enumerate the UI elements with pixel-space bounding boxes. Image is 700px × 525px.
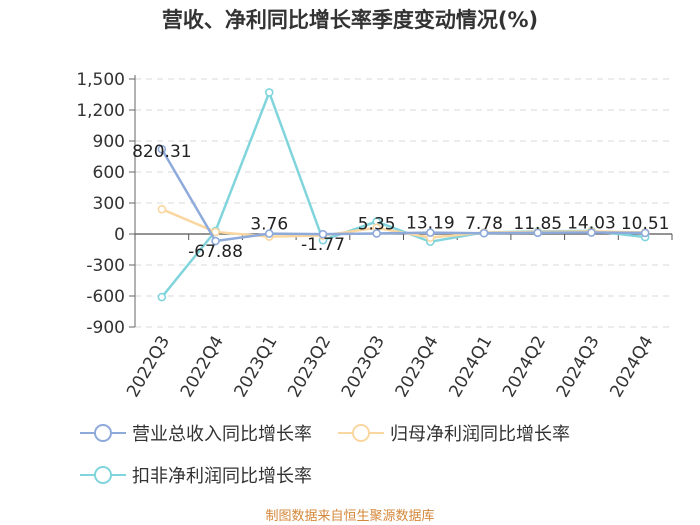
axes [129,75,673,328]
x-tick-label: 2023Q2 [284,333,335,401]
data-point [318,229,328,239]
data-point [479,228,489,238]
source-note: 制图数据来自恒生聚源数据库 [265,509,435,524]
data-point [587,228,596,237]
x-tick-label: 2024Q3 [553,333,604,401]
data-point [533,228,543,238]
series-lines [157,88,650,302]
data-point [211,236,220,246]
data-point [372,229,381,238]
x-tick-label: 2022Q3 [123,333,174,401]
data-label: 5.35 [358,214,396,234]
y-tick-label: -900 [86,318,125,338]
data-point [157,144,167,154]
data-point [264,88,274,97]
y-tick-label: 300 [93,194,125,214]
y-tick-label: 1,200 [76,101,125,121]
x-tick-label: 2024Q2 [499,333,550,401]
legend-item-deducted-profit[interactable]: 扣非净利润同比增长率 [80,462,312,488]
y-tick-label: 600 [93,163,125,183]
x-tick-label: 2024Q4 [606,333,657,401]
x-tick-label: 2024Q1 [445,333,496,401]
legend-label-revenue: 营业总收入同比增长率 [132,424,312,445]
data-label: 7.78 [465,214,503,234]
legend-item-net-profit[interactable]: 归母净利润同比增长率 [338,420,570,446]
x-tick-label: 2023Q3 [338,333,389,401]
x-tick-label: 2022Q4 [177,333,228,401]
grid-lines [135,78,672,328]
data-label: 820.31 [132,142,191,162]
data-point [640,228,650,238]
legend-label-deducted-profit: 扣非净利润同比增长率 [132,466,312,487]
legend-marker-revenue [80,424,126,442]
y-tick-label: 0 [114,225,125,245]
data-label: -67.88 [188,242,243,262]
legend: 营业总收入同比增长率 归母净利润同比增长率 扣非净利润同比增长率 [80,418,680,502]
x-tick-labels: 2022Q3 2022Q4 2023Q1 2023Q2 2023Q3 2023Q4 2024… [123,333,657,401]
chart-title: 营收、净利同比增长率季度变动情况(%) [161,8,539,32]
y-tick-label: 900 [93,132,125,152]
legend-item-revenue[interactable]: 营业总收入同比增长率 [80,420,312,446]
data-label: 11.85 [513,214,562,234]
data-label: 13.19 [406,214,455,234]
data-label: 10.51 [621,214,670,234]
y-tick-labels: 1,500 1,200 900 600 300 0 -300 -600 -900 [76,70,125,338]
y-tick-label: 1,500 [76,70,125,90]
series-line [160,148,646,243]
data-point [426,228,435,237]
y-tick-label: -300 [86,256,125,276]
x-tick-label: 2023Q1 [231,333,282,401]
data-label: 14.03 [567,214,616,234]
data-point [157,292,167,302]
y-tick-label: -600 [86,287,125,307]
x-tick-label: 2023Q4 [392,333,443,401]
data-label: -1.77 [301,235,345,255]
legend-label-net-profit: 归母净利润同比增长率 [390,424,570,445]
legend-marker-net-profit [338,424,384,442]
data-point [264,229,274,238]
legend-marker-deducted-profit [80,466,126,484]
data-label: 3.76 [250,215,288,235]
data-point [211,227,220,237]
data-labels: 820.31-67.883.76-1.775.35 13.19 7.78 11.85 1… [132,142,669,262]
data-point [157,204,167,214]
series-line [160,88,646,298]
